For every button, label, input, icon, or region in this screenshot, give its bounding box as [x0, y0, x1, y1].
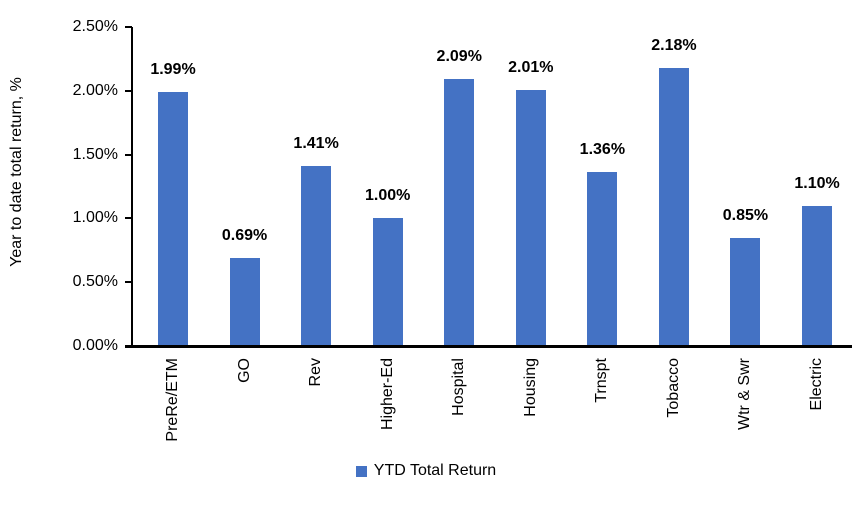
bar-higher-ed — [372, 218, 403, 346]
legend: YTD Total Return — [0, 460, 852, 482]
bar-value-label: 1.36% — [579, 141, 626, 158]
bar-value-label: 1.00% — [364, 187, 411, 204]
x-axis-label: Tobacco — [664, 358, 682, 418]
y-tick-label: 2.00% — [72, 81, 118, 99]
bar-hospital — [444, 79, 475, 346]
x-axis-label: Hospital — [450, 358, 468, 416]
y-tick-mark — [125, 281, 132, 284]
y-tick-label: 1.50% — [72, 145, 118, 163]
y-tick-label: 2.50% — [72, 18, 118, 35]
bar-value-label: 0.69% — [221, 227, 268, 244]
y-tick-mark — [125, 26, 132, 28]
bar-value-label: 2.09% — [436, 48, 482, 65]
x-axis-label: Trnspt — [593, 358, 611, 403]
bar-value-label: 0.85% — [722, 207, 769, 224]
bar-prere-etm — [158, 92, 188, 346]
y-tick-label: 0.00% — [72, 337, 118, 354]
x-axis-label: Rev — [307, 358, 325, 387]
bar-trnspt — [587, 172, 618, 346]
bar-value-label: 1.99% — [150, 61, 196, 78]
bar-electric — [802, 206, 833, 346]
y-tick-mark — [125, 153, 132, 156]
bar-wtr-swr — [730, 238, 761, 346]
y-tick-label: 1.00% — [72, 209, 118, 227]
bar-rev — [301, 166, 332, 346]
y-axis-title: Year to date total return, % — [8, 77, 25, 267]
x-axis-label: GO — [235, 358, 253, 383]
x-axis-label: Electric — [808, 358, 826, 411]
x-axis-label: Wtr & Swr — [736, 358, 754, 430]
bar-value-label: 1.41% — [293, 135, 339, 152]
bar-housing — [515, 90, 546, 346]
bar-value-label: 2.18% — [651, 37, 697, 54]
y-tick-mark — [125, 89, 132, 92]
y-axis-line — [131, 27, 133, 348]
x-axis-label: Higher-Ed — [378, 358, 396, 431]
bar-value-label: 2.01% — [508, 59, 554, 76]
bar-go — [229, 258, 260, 346]
legend-swatch-icon — [355, 465, 367, 477]
x-axis-label: Housing — [521, 358, 539, 417]
bar-value-label: 1.10% — [794, 175, 840, 192]
y-tick-label: 0.50% — [72, 273, 118, 291]
x-axis-line — [125, 345, 852, 348]
legend-label: YTD Total Return — [373, 462, 497, 479]
bar-tobacco — [658, 68, 689, 346]
y-tick-mark — [125, 217, 132, 220]
x-axis-label: PreRe/ETM — [164, 358, 181, 442]
